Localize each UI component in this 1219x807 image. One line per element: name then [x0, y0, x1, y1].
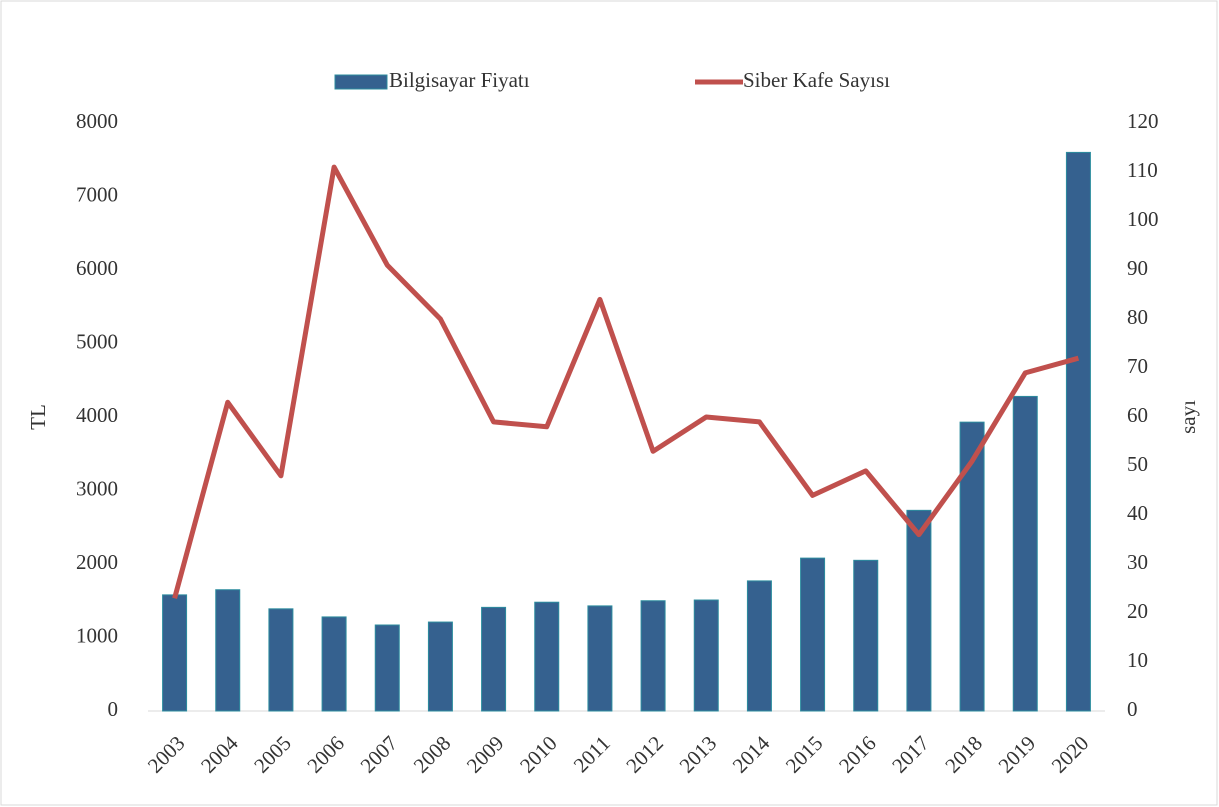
- y2-tick-label: 80: [1127, 305, 1148, 329]
- y2-tick-label: 20: [1127, 599, 1148, 623]
- y2-tick-label: 30: [1127, 550, 1148, 574]
- y-tick-label: 4000: [76, 403, 118, 427]
- bar: [268, 608, 294, 712]
- y2-tick-label: 90: [1127, 256, 1148, 280]
- y-tick-label: 7000: [76, 182, 118, 206]
- y-tick-label: 5000: [76, 329, 118, 353]
- y-axis-title: TL: [26, 404, 50, 430]
- y-tick-label: 3000: [76, 476, 118, 500]
- bar: [693, 599, 719, 712]
- bar: [906, 509, 932, 712]
- bar: [321, 616, 347, 712]
- bar: [534, 601, 560, 712]
- y-tick-label: 2000: [76, 550, 118, 574]
- y2-tick-label: 10: [1127, 648, 1148, 672]
- bar: [959, 421, 985, 712]
- y2-tick-label: 70: [1127, 354, 1148, 378]
- y-tick-label: 1000: [76, 623, 118, 647]
- bar: [374, 624, 400, 712]
- bar: [800, 557, 826, 712]
- y-tick-label: 8000: [76, 109, 118, 133]
- y2-tick-label: 120: [1127, 109, 1159, 133]
- bar: [162, 594, 188, 712]
- bar: [640, 600, 666, 712]
- legend-swatch: [334, 74, 388, 90]
- bar: [215, 589, 241, 712]
- y2-tick-label: 0: [1127, 697, 1138, 721]
- y2-tick-label: 40: [1127, 501, 1148, 525]
- bar: [1012, 395, 1038, 712]
- y2-tick-label: 110: [1127, 158, 1158, 182]
- y2-tick-label: 60: [1127, 403, 1148, 427]
- y-tick-label: 0: [108, 697, 119, 721]
- bar: [1065, 151, 1091, 712]
- legend-label: Bilgisayar Fiyatı: [389, 68, 530, 92]
- y2-tick-label: 50: [1127, 452, 1148, 476]
- y2-axis-title: sayı: [1176, 400, 1200, 434]
- bar: [587, 605, 613, 712]
- legend-label: Siber Kafe Sayısı: [743, 68, 890, 92]
- bar: [853, 559, 879, 712]
- bar: [481, 606, 507, 712]
- y-tick-label: 6000: [76, 256, 118, 280]
- bar: [427, 621, 453, 712]
- bar: [746, 580, 772, 712]
- y2-tick-label: 100: [1127, 207, 1159, 231]
- line: [172, 164, 1080, 599]
